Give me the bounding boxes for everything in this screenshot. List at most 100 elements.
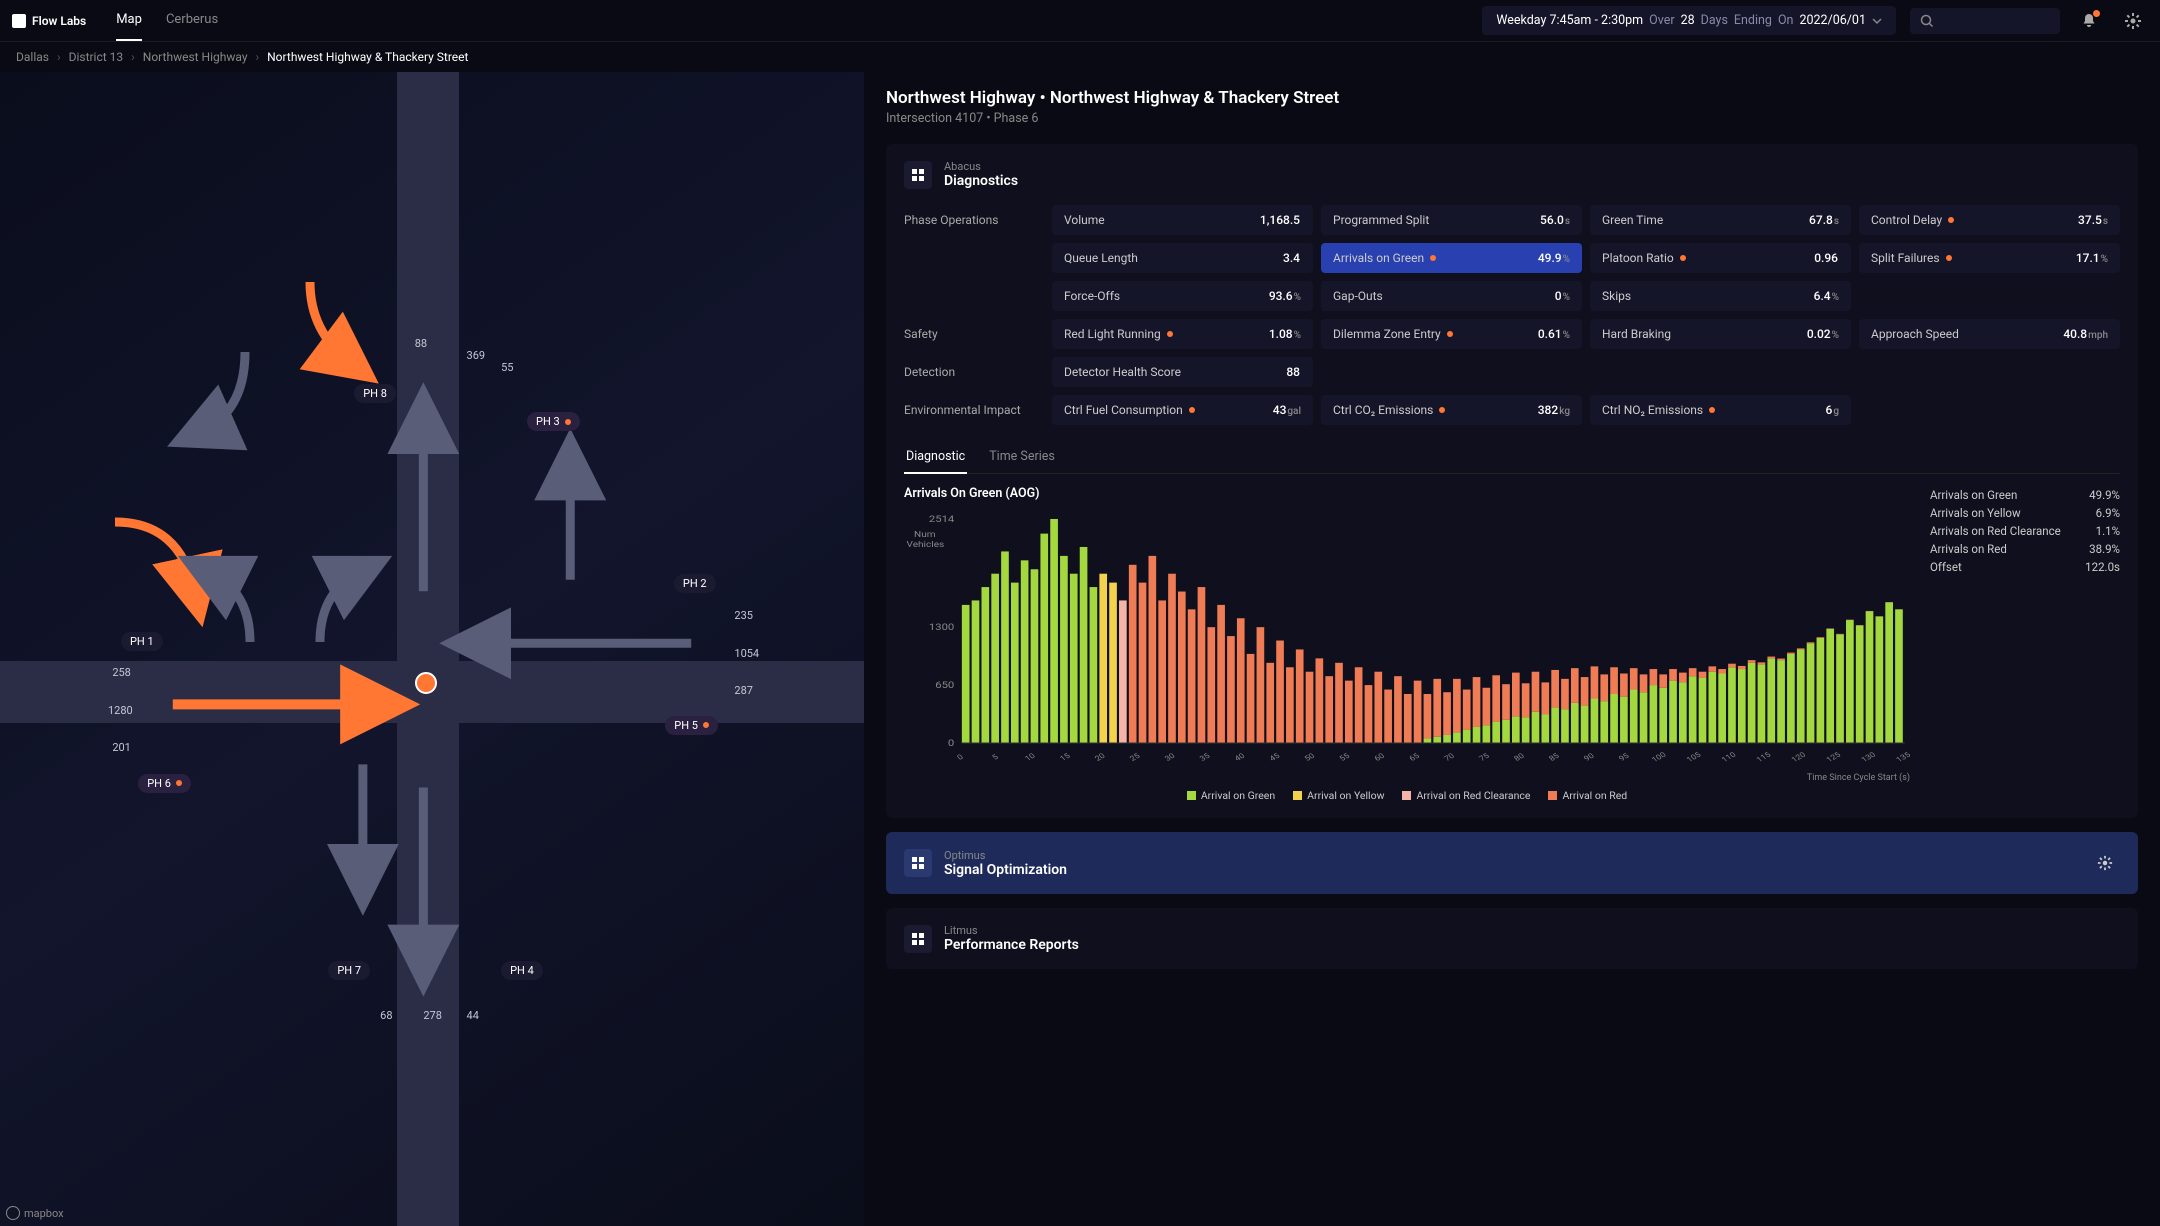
notifications-button[interactable]	[2074, 6, 2104, 36]
metric-row-label: Environmental Impact	[904, 403, 1044, 417]
phase-label: PH 4	[510, 964, 534, 977]
diagnostics-header[interactable]: Abacus Diagnostics	[904, 160, 2120, 189]
optimus-card[interactable]: Optimus Signal Optimization	[886, 832, 2138, 894]
metric-card[interactable]: Split Failures 17.1%	[1859, 243, 2120, 273]
metric-alert-dot	[1680, 255, 1686, 261]
phase-badge[interactable]: PH 6	[138, 774, 191, 793]
metric-card[interactable]: Detector Health Score 88	[1052, 357, 1313, 387]
metric-value: 17.1%	[2076, 251, 2108, 265]
mapbox-logo-icon	[6, 1206, 20, 1220]
litmus-card[interactable]: Litmus Performance Reports	[886, 908, 2138, 969]
diagnostics-title: Diagnostics	[944, 173, 1018, 189]
metric-label: Approach Speed	[1871, 327, 1959, 341]
nav-tab-map[interactable]: Map	[116, 0, 142, 41]
svg-text:100: 100	[1650, 750, 1668, 764]
metric-card[interactable]: Ctrl Fuel Consumption 43gal	[1052, 395, 1313, 425]
svg-text:135: 135	[1894, 750, 1910, 764]
metric-value: 1,168.5	[1260, 213, 1301, 227]
metric-alert-dot	[1709, 407, 1715, 413]
brand-logo[interactable]: Flow Labs	[12, 14, 86, 28]
brand-name: Flow Labs	[32, 14, 86, 28]
breadcrumb-item[interactable]: Northwest Highway	[143, 50, 248, 64]
metric-card[interactable]: Arrivals on Green 49.9%	[1321, 243, 1582, 273]
tab-time-series[interactable]: Time Series	[987, 441, 1057, 474]
litmus-title: Performance Reports	[944, 937, 1079, 953]
breadcrumb-item[interactable]: District 13	[69, 50, 124, 64]
svg-text:20: 20	[1093, 751, 1107, 762]
metric-value: 43gal	[1273, 403, 1301, 417]
breadcrumb-item[interactable]: Northwest Highway & Thackery Street	[267, 50, 468, 64]
metric-value: 382kg	[1538, 403, 1570, 417]
metric-card[interactable]: Platoon Ratio 0.96	[1590, 243, 1851, 273]
metric-alert-dot	[1167, 331, 1173, 337]
map-volume-label: 1054	[734, 647, 759, 660]
time-selector[interactable]: Weekday 7:45am - 2:30pm Over 28 Days End…	[1482, 6, 1896, 35]
litmus-suptitle: Litmus	[944, 924, 1079, 937]
phase-badge[interactable]: PH 3	[527, 412, 580, 431]
chart-x-label: Time Since Cycle Start (s)	[904, 773, 1910, 783]
optimus-title: Signal Optimization	[944, 862, 1067, 878]
breadcrumb-separator: ›	[256, 50, 260, 64]
search-input[interactable]	[1910, 8, 2060, 34]
phase-label: PH 3	[536, 415, 560, 428]
svg-text:130: 130	[1860, 750, 1878, 764]
time-date: 2022/06/01	[1799, 13, 1866, 28]
map-volume-label: 278	[423, 1009, 442, 1022]
chart-side-legend: Arrivals on Green49.9% Arrivals on Yellow…	[1930, 486, 2120, 802]
metric-row-label: Phase Operations	[904, 213, 1044, 227]
metric-value: 3.4	[1283, 251, 1301, 265]
metric-label: Skips	[1602, 289, 1631, 303]
metric-card[interactable]: Gap-Outs0%	[1321, 281, 1582, 311]
svg-text:65: 65	[1407, 751, 1421, 762]
legend-value: 6.9%	[2096, 506, 2120, 520]
metric-card[interactable]: Skips6.4%	[1590, 281, 1851, 311]
phase-badge[interactable]: PH 1	[121, 632, 163, 651]
metric-card[interactable]: Ctrl CO₂ Emissions 382kg	[1321, 395, 1582, 425]
metric-card[interactable]: Queue Length3.4	[1052, 243, 1313, 273]
metric-card[interactable]: Volume1,168.5	[1052, 205, 1313, 235]
signal-marker[interactable]	[415, 672, 437, 694]
svg-text:40: 40	[1233, 751, 1247, 762]
optimus-settings-button[interactable]	[2090, 848, 2120, 878]
metric-card[interactable]: Ctrl NO₂ Emissions 6g	[1590, 395, 1851, 425]
map-volume-label: 235	[734, 609, 753, 622]
svg-text:115: 115	[1755, 750, 1773, 764]
metric-label: Detector Health Score	[1064, 365, 1181, 379]
settings-button[interactable]	[2118, 6, 2148, 36]
phase-label: PH 8	[363, 387, 387, 400]
metric-label: Arrivals on Green	[1333, 251, 1436, 265]
phase-badge[interactable]: PH 2	[674, 574, 716, 593]
metric-alert-dot	[1189, 407, 1195, 413]
metric-card[interactable]: Approach Speed40.8mph	[1859, 319, 2120, 349]
metric-label: Dilemma Zone Entry	[1333, 327, 1453, 341]
svg-text:125: 125	[1825, 750, 1843, 764]
grid-icon	[911, 932, 925, 946]
legend-row: Arrivals on Green49.9%	[1930, 486, 2120, 504]
phase-badge[interactable]: PH 8	[354, 384, 396, 403]
nav-tab-cerberus[interactable]: Cerberus	[166, 0, 218, 41]
map-panel[interactable]: mapbox PH 1PH 2PH 3PH 4PH 5PH 6PH 7PH 88…	[0, 72, 864, 1226]
metric-card[interactable]: Green Time67.8s	[1590, 205, 1851, 235]
phase-badge[interactable]: PH 7	[328, 961, 370, 980]
metric-card[interactable]: Hard Braking0.02%	[1590, 319, 1851, 349]
metric-card[interactable]: Programmed Split56.0s	[1321, 205, 1582, 235]
time-ending-label: Ending	[1734, 13, 1772, 28]
diagnostics-card: Abacus Diagnostics Phase Operations Volum…	[886, 144, 2138, 818]
phase-badge[interactable]: PH 5	[665, 716, 718, 735]
svg-text:Vehicles: Vehicles	[907, 541, 945, 550]
metric-card[interactable]: Dilemma Zone Entry 0.61%	[1321, 319, 1582, 349]
breadcrumb-item[interactable]: Dallas	[16, 50, 49, 64]
phase-badge[interactable]: PH 4	[501, 961, 543, 980]
svg-text:55: 55	[1338, 751, 1352, 762]
metric-value: 88	[1286, 365, 1301, 379]
tab-diagnostic[interactable]: Diagnostic	[904, 441, 967, 474]
metric-card[interactable]: Control Delay 37.5s	[1859, 205, 2120, 235]
metric-alert-dot	[1430, 255, 1436, 261]
legend-label: Arrivals on Yellow	[1930, 506, 2021, 520]
metric-label: Programmed Split	[1333, 213, 1429, 227]
phase-active-dot	[565, 419, 571, 425]
legend-label: Arrivals on Red	[1930, 542, 2007, 556]
metrics-grid: Phase Operations Volume1,168.5 Programmed …	[904, 205, 2120, 425]
metric-card[interactable]: Red Light Running 1.08%	[1052, 319, 1313, 349]
metric-card[interactable]: Force-Offs93.6%	[1052, 281, 1313, 311]
